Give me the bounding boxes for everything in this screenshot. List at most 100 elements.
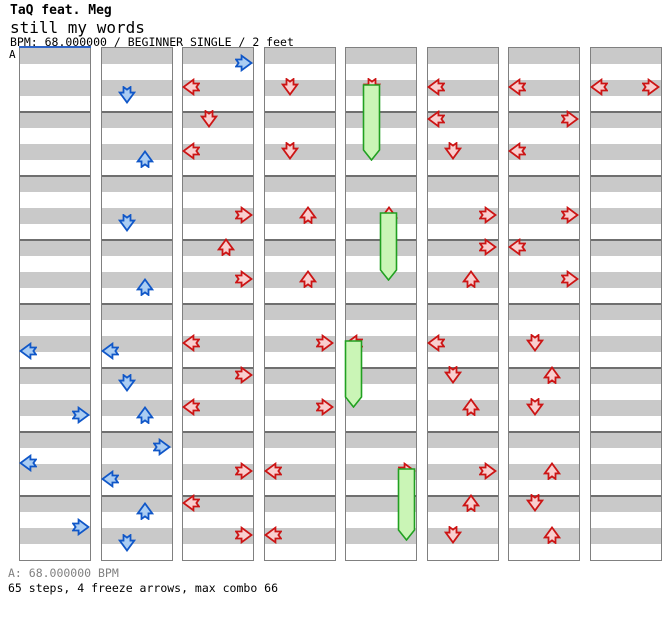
- measure-line: [590, 495, 661, 497]
- bpm-marker-label: A: [9, 48, 16, 61]
- left-arrow: [589, 78, 608, 96]
- up-arrow: [298, 206, 317, 224]
- up-arrow: [135, 406, 154, 424]
- down-arrow: [199, 110, 218, 128]
- right-arrow: [479, 238, 498, 256]
- measure-line: [264, 431, 335, 433]
- measure-line: [590, 367, 661, 369]
- right-arrow: [479, 206, 498, 224]
- right-arrow: [316, 334, 335, 352]
- right-arrow: [316, 398, 335, 416]
- left-arrow: [426, 110, 445, 128]
- footer-bpm-line: A: 68.000000 BPM: [8, 566, 119, 580]
- down-arrow: [525, 398, 544, 416]
- measure-line: [183, 495, 253, 497]
- measure-line: [20, 239, 90, 241]
- down-arrow: [444, 526, 463, 544]
- right-arrow: [560, 270, 579, 288]
- freeze-arrow-body: [379, 212, 398, 281]
- bpm-difficulty-info: BPM: 68.000000 / BEGINNER SINGLE / 2 fee…: [10, 35, 294, 49]
- right-arrow: [153, 438, 172, 456]
- measure-line: [509, 239, 579, 241]
- measure-line: [346, 111, 416, 113]
- measure-line: [427, 239, 498, 241]
- measure-line: [101, 367, 172, 369]
- left-arrow: [19, 342, 38, 360]
- measure-line: [264, 303, 335, 305]
- artist-title: TaQ feat. Meg: [10, 3, 112, 18]
- left-arrow: [508, 142, 527, 160]
- left-arrow: [426, 334, 445, 352]
- down-arrow: [281, 78, 300, 96]
- down-arrow: [118, 534, 137, 552]
- measure-line: [590, 175, 661, 177]
- measure-line: [183, 111, 253, 113]
- up-arrow: [135, 150, 154, 168]
- measure-line: [427, 303, 498, 305]
- down-arrow: [525, 494, 544, 512]
- down-arrow: [444, 142, 463, 160]
- measure-line: [183, 367, 253, 369]
- right-arrow: [234, 462, 253, 480]
- measure-line: [264, 495, 335, 497]
- up-arrow: [461, 398, 480, 416]
- measure-line: [101, 111, 172, 113]
- left-arrow: [19, 454, 38, 472]
- measure-line: [264, 367, 335, 369]
- left-arrow: [263, 526, 282, 544]
- up-arrow: [543, 462, 562, 480]
- measure-line: [509, 367, 579, 369]
- measure-line: [346, 367, 416, 369]
- up-arrow: [543, 366, 562, 384]
- left-arrow: [182, 398, 201, 416]
- left-arrow: [263, 462, 282, 480]
- up-arrow: [135, 502, 154, 520]
- measure-line: [509, 495, 579, 497]
- measure-line: [101, 495, 172, 497]
- down-arrow: [525, 334, 544, 352]
- measure-line: [427, 495, 498, 497]
- measure-line: [20, 367, 90, 369]
- right-arrow: [479, 462, 498, 480]
- measure-line: [509, 303, 579, 305]
- measure-line: [590, 303, 661, 305]
- measure-line: [183, 303, 253, 305]
- measure-line: [264, 111, 335, 113]
- measure-line: [509, 431, 579, 433]
- measure-line: [509, 111, 579, 113]
- measure-line: [101, 239, 172, 241]
- song-title: still my words: [10, 18, 145, 37]
- right-arrow: [234, 270, 253, 288]
- measure-line: [590, 239, 661, 241]
- up-arrow: [298, 270, 317, 288]
- measure-line: [427, 111, 498, 113]
- measure-line: [346, 175, 416, 177]
- chart-lane-4: [263, 47, 336, 561]
- measure-line: [590, 111, 661, 113]
- left-arrow: [100, 342, 119, 360]
- footer-stats-line: 65 steps, 4 freeze arrows, max combo 66: [8, 581, 279, 595]
- right-arrow: [642, 78, 661, 96]
- measure-line: [427, 431, 498, 433]
- right-arrow: [234, 206, 253, 224]
- chart-lane-3: [182, 47, 254, 561]
- measure-line: [590, 431, 661, 433]
- measure-line: [509, 175, 579, 177]
- measure-line: [346, 303, 416, 305]
- right-arrow: [560, 110, 579, 128]
- measure-line: [20, 495, 90, 497]
- left-arrow: [426, 78, 445, 96]
- measure-line: [346, 431, 416, 433]
- left-arrow: [508, 78, 527, 96]
- chart-lane-8: [589, 47, 662, 561]
- up-arrow: [461, 494, 480, 512]
- right-arrow: [71, 406, 90, 424]
- chart-lane-7: [508, 47, 580, 561]
- measure-line: [20, 111, 90, 113]
- bpm-marker-line: [19, 46, 91, 48]
- down-arrow: [118, 374, 137, 392]
- up-arrow: [461, 270, 480, 288]
- right-arrow: [560, 206, 579, 224]
- left-arrow: [182, 334, 201, 352]
- up-arrow: [543, 526, 562, 544]
